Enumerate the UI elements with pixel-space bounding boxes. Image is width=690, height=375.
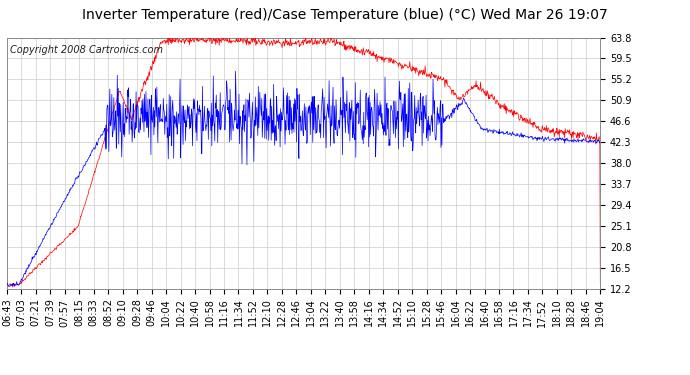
Text: Copyright 2008 Cartronics.com: Copyright 2008 Cartronics.com — [10, 45, 163, 55]
Text: Inverter Temperature (red)/Case Temperature (blue) (°C) Wed Mar 26 19:07: Inverter Temperature (red)/Case Temperat… — [82, 8, 608, 21]
